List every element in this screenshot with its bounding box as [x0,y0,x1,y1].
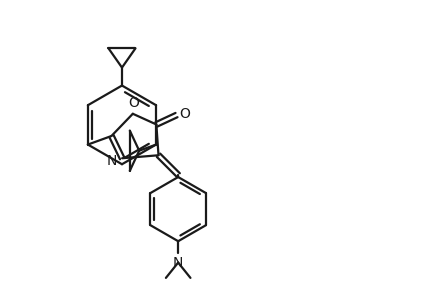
Text: O: O [128,96,139,110]
Text: N: N [107,154,117,168]
Text: O: O [179,107,190,121]
Text: N: N [173,256,183,270]
